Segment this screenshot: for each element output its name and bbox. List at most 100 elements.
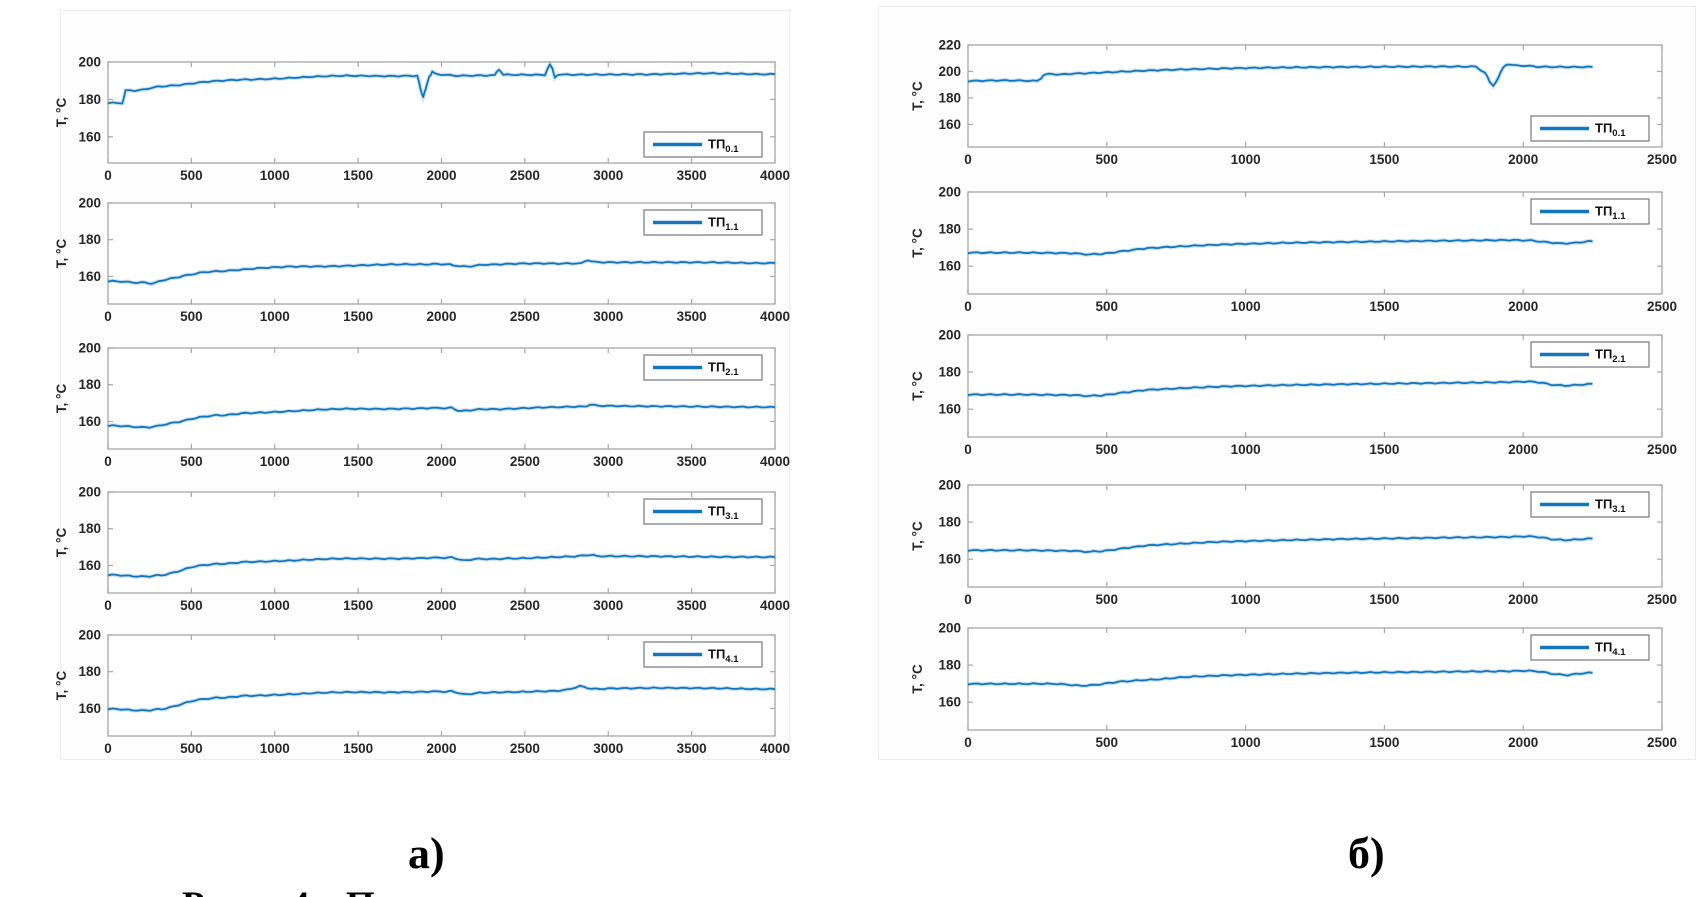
subplot-b-3.1: 0 500 1000 1500 2000 2500 160 180 200 T, °C ТП3.1	[910, 478, 1677, 608]
svg-text:0: 0	[104, 598, 112, 613]
svg-text:500: 500	[1096, 152, 1119, 167]
svg-text:0: 0	[104, 454, 112, 469]
svg-text:2500: 2500	[510, 309, 540, 324]
svg-text:3500: 3500	[677, 454, 707, 469]
subplot-a-2.1: 0 500 1000 1500 2000 2500 3000 3500 4000 160 180 20…	[54, 341, 790, 470]
series-line	[107, 553, 776, 578]
svg-text:200: 200	[938, 328, 961, 343]
svg-text:200: 200	[78, 55, 101, 70]
series-line	[967, 63, 1593, 87]
svg-text:1500: 1500	[343, 741, 373, 756]
legend: ТП1.1	[643, 209, 763, 236]
series-line	[967, 535, 1593, 554]
series-line	[967, 238, 1593, 256]
legend: ТП4.1	[1530, 634, 1650, 661]
svg-text:180: 180	[78, 92, 101, 107]
svg-text:500: 500	[1096, 592, 1119, 607]
svg-text:200: 200	[78, 628, 101, 643]
svg-text:200: 200	[938, 478, 961, 493]
y-axis-label: T, °C	[910, 81, 925, 111]
legend-label: ТП0.1	[708, 137, 739, 156]
svg-text:500: 500	[180, 454, 203, 469]
legend: ТП3.1	[643, 498, 763, 525]
svg-text:2500: 2500	[1647, 442, 1677, 457]
svg-text:0: 0	[104, 741, 112, 756]
svg-text:3500: 3500	[677, 741, 707, 756]
legend-label: ТП1.1	[708, 215, 739, 234]
svg-text:180: 180	[938, 90, 961, 105]
svg-text:1500: 1500	[1369, 592, 1399, 607]
svg-text:2000: 2000	[1508, 592, 1538, 607]
svg-text:1500: 1500	[343, 454, 373, 469]
series-line	[107, 259, 776, 285]
subplot-a-4.1: 0 500 1000 1500 2000 2500 3000 3500 4000 160 180 20…	[54, 628, 790, 757]
svg-text:180: 180	[78, 521, 101, 536]
y-axis-label: T, °C	[910, 664, 925, 694]
svg-text:2500: 2500	[510, 741, 540, 756]
legend-label: ТП1.1	[1595, 204, 1626, 223]
svg-text:2500: 2500	[1647, 735, 1677, 750]
svg-text:2000: 2000	[1508, 152, 1538, 167]
svg-text:160: 160	[938, 402, 961, 417]
svg-text:0: 0	[964, 152, 972, 167]
svg-text:2500: 2500	[1647, 152, 1677, 167]
svg-text:3000: 3000	[593, 454, 623, 469]
svg-text:3000: 3000	[593, 598, 623, 613]
svg-text:180: 180	[938, 365, 961, 380]
panel-label-b: б)	[1348, 829, 1385, 878]
y-axis-label: T, °C	[54, 671, 69, 701]
svg-text:180: 180	[938, 222, 961, 237]
svg-text:4000: 4000	[760, 454, 790, 469]
legend-label: ТП4.1	[708, 647, 739, 666]
svg-text:1500: 1500	[1369, 442, 1399, 457]
series-line	[107, 63, 776, 105]
svg-text:160: 160	[78, 129, 101, 144]
svg-text:160: 160	[78, 701, 101, 716]
svg-text:1000: 1000	[1231, 735, 1261, 750]
svg-text:2500: 2500	[510, 454, 540, 469]
svg-text:0: 0	[104, 168, 112, 183]
svg-text:200: 200	[78, 196, 101, 211]
svg-text:500: 500	[180, 741, 203, 756]
svg-text:500: 500	[1096, 735, 1119, 750]
svg-text:180: 180	[78, 377, 101, 392]
subplot-b-1.1: 0 500 1000 1500 2000 2500 160 180 200 T, °C ТП1.1	[910, 185, 1677, 315]
legend-label: ТП2.1	[708, 360, 739, 379]
svg-text:200: 200	[938, 185, 961, 200]
svg-text:2000: 2000	[1508, 442, 1538, 457]
series-line	[107, 684, 776, 712]
svg-text:180: 180	[938, 658, 961, 673]
svg-text:500: 500	[180, 309, 203, 324]
svg-text:2000: 2000	[1508, 735, 1538, 750]
svg-text:1500: 1500	[343, 309, 373, 324]
subplot-b-2.1: 0 500 1000 1500 2000 2500 160 180 200 T, °C ТП2.1	[910, 328, 1677, 458]
svg-text:200: 200	[78, 485, 101, 500]
legend: ТП0.1	[1530, 115, 1650, 142]
subplot-b-0.1: 0 500 1000 1500 2000 2500 160 180 200 220 T, °C ТП0…	[910, 38, 1677, 168]
svg-text:1000: 1000	[260, 168, 290, 183]
svg-text:220: 220	[938, 38, 961, 53]
subplot-a-1.1: 0 500 1000 1500 2000 2500 3000 3500 4000 160 180 20…	[54, 196, 790, 325]
svg-text:3000: 3000	[593, 309, 623, 324]
svg-text:0: 0	[964, 592, 972, 607]
y-axis-label: T, °C	[910, 228, 925, 258]
svg-text:2000: 2000	[1508, 299, 1538, 314]
svg-text:0: 0	[104, 309, 112, 324]
y-axis-label: T, °C	[54, 98, 69, 128]
svg-text:2000: 2000	[426, 168, 456, 183]
svg-text:200: 200	[938, 64, 961, 79]
svg-text:0: 0	[964, 299, 972, 314]
svg-text:3500: 3500	[677, 309, 707, 324]
legend: ТП1.1	[1530, 198, 1650, 225]
svg-text:1500: 1500	[1369, 299, 1399, 314]
svg-text:160: 160	[78, 558, 101, 573]
caption-partial: Рис. 4. П	[182, 884, 702, 897]
svg-text:160: 160	[938, 259, 961, 274]
svg-text:2500: 2500	[1647, 299, 1677, 314]
svg-text:2000: 2000	[426, 309, 456, 324]
svg-text:160: 160	[78, 414, 101, 429]
svg-text:500: 500	[180, 598, 203, 613]
svg-text:500: 500	[180, 168, 203, 183]
y-axis-label: T, °C	[54, 384, 69, 414]
